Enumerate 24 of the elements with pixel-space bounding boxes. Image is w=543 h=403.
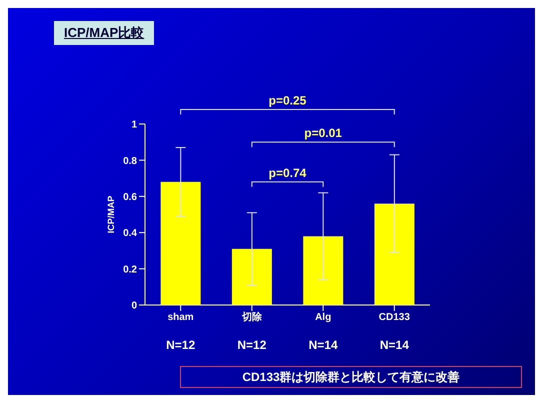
bar [232,248,272,305]
x-tick-label: sham [168,312,194,324]
annotation: p=0.74 [268,166,307,180]
x-tick-label: 切除 [240,311,263,324]
text: p=0.25 [268,94,307,108]
text: N=12 [166,338,196,352]
bar [303,236,344,305]
y-axis-title: ICP/MAP [106,196,116,234]
y-tick-label: 0.4 [123,228,138,240]
x-tick-label: Alg [315,312,332,324]
text: N=14 [380,338,410,352]
chart-title: ICP/MAP比較 [54,21,154,45]
annotation: p=0.01 [304,126,342,140]
y-tick-label: 0 [131,300,138,312]
bar [374,204,414,305]
y-tick-label: 1 [131,120,138,131]
y-tick-label: 0.6 [123,192,138,203]
y-tick-label: 0.8 [123,156,138,167]
text: N=14 [308,338,338,352]
bar [160,182,201,305]
text: CD133群は切除群と比較して有意に改善 [180,366,522,388]
x-tick-label: CD133 [378,312,410,324]
y-tick-label: 0.2 [123,264,138,276]
text: N=12 [237,338,267,352]
